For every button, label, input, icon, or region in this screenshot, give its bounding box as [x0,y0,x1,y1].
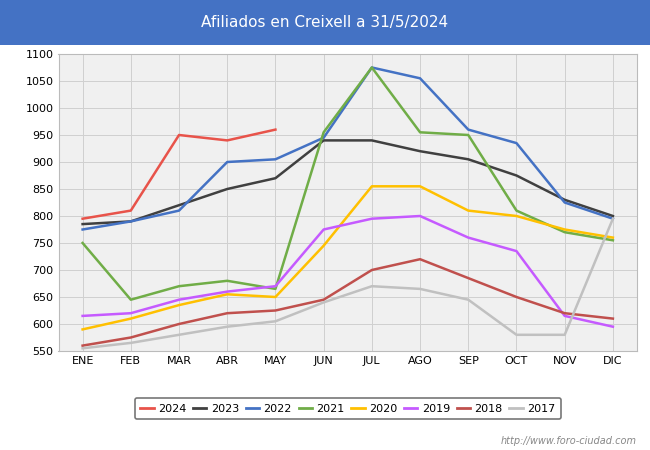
Text: http://www.foro-ciudad.com: http://www.foro-ciudad.com [501,436,637,446]
Legend: 2024, 2023, 2022, 2021, 2020, 2019, 2018, 2017: 2024, 2023, 2022, 2021, 2020, 2019, 2018… [135,398,561,419]
Text: Afiliados en Creixell a 31/5/2024: Afiliados en Creixell a 31/5/2024 [202,15,448,30]
